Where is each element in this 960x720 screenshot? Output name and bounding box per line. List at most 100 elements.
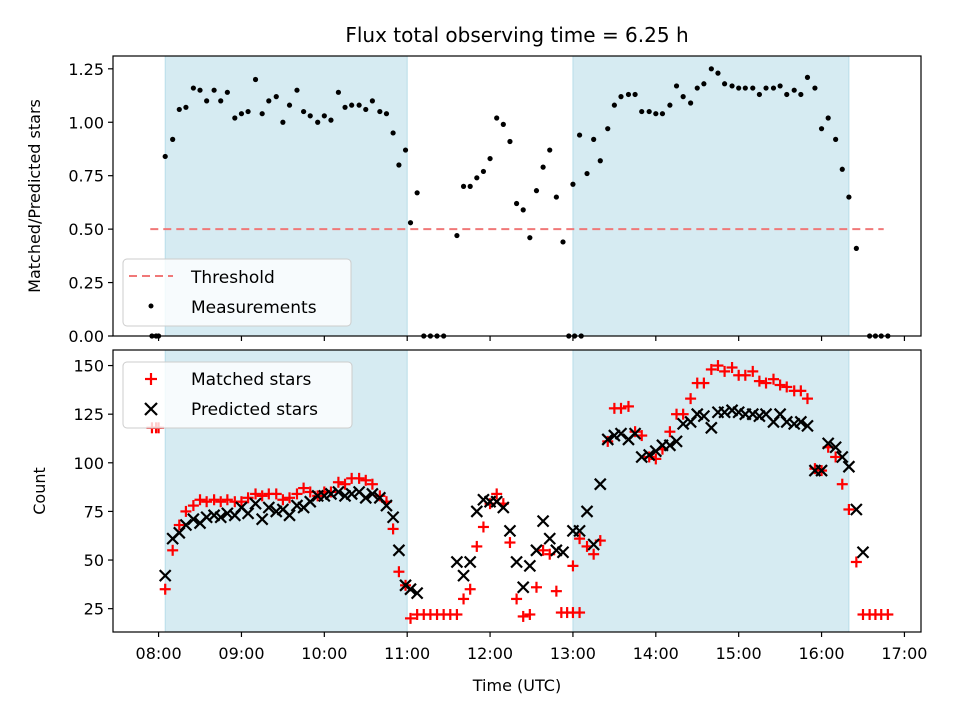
matched-star-point	[622, 400, 634, 412]
predicted-star-point	[332, 485, 345, 499]
x-axis-ticks-top	[157, 336, 906, 341]
legend-top: Threshold Measurements	[122, 258, 352, 327]
measurement-point	[176, 106, 182, 113]
y-tick-label: 125	[73, 405, 104, 424]
predicted-star-point	[556, 545, 570, 559]
matched-star-point	[374, 490, 386, 502]
matched-star-point	[159, 583, 171, 595]
measurement-point	[736, 85, 742, 91]
y-tick-label: 50	[84, 551, 104, 570]
x-axis-ticks-bottom: 08:00 09:00 10:00 11:00 12:00 13:00 14:00 15:00…	[136, 632, 927, 663]
predicted-star-point	[821, 437, 835, 450]
measurement-point	[818, 126, 825, 132]
legend-predicted-swatch	[144, 402, 158, 416]
matched-star-point	[167, 544, 179, 556]
measurement-point	[540, 164, 546, 170]
matched-star-point	[180, 505, 192, 517]
measurement-point	[646, 108, 652, 115]
x-tick-label: 17:00	[881, 644, 927, 663]
predicted-star-point	[530, 544, 543, 557]
x-tick-label: 13:00	[550, 644, 596, 663]
measurement-point	[763, 85, 769, 91]
predicted-star-point	[386, 510, 400, 524]
measurement-point	[454, 232, 460, 239]
predicted-star-point	[850, 503, 863, 516]
measurement-point	[756, 91, 763, 98]
legend-matched-swatch	[145, 373, 157, 385]
measurement-point	[694, 85, 700, 91]
matched-star-point	[588, 548, 600, 560]
predicted-star-point	[601, 433, 615, 446]
measurement-point	[853, 245, 859, 251]
measurement-point	[750, 85, 756, 91]
matched-star-point	[284, 492, 296, 504]
legend-predicted-label: Predicted stars	[191, 400, 318, 420]
matched-star-point	[235, 496, 247, 508]
measurement-point	[480, 168, 487, 175]
matched-star-point	[836, 478, 848, 490]
predicted-star-point	[221, 507, 234, 520]
y-axis-label-top: Matched/Predicted stars	[25, 99, 44, 293]
matched-star-point	[719, 365, 731, 377]
y-tick-label: 0.25	[68, 274, 104, 293]
measurement-point	[721, 81, 728, 87]
measurement-point	[560, 239, 566, 245]
matched-star-point	[726, 362, 738, 374]
matched-star-point	[511, 593, 523, 605]
measurement-point	[301, 108, 307, 115]
matched-star-point	[795, 385, 807, 397]
predicted-star-point	[794, 415, 808, 429]
matched-star-point	[677, 408, 689, 420]
matched-star-point	[664, 426, 676, 438]
matched-star-point	[387, 523, 399, 535]
legend-threshold-label: Threshold	[190, 268, 275, 288]
measurement-point	[846, 194, 852, 200]
predicted-star-point	[780, 415, 794, 429]
matched-star-point	[574, 533, 586, 545]
predicted-star-point	[262, 501, 276, 514]
matched-star-point	[517, 610, 529, 622]
measurement-point	[356, 102, 362, 108]
ratio-panel: 0.00 0.25 0.50 0.75 1.00 1.25 Matched/Predict…	[25, 55, 922, 346]
matched-star-point	[477, 521, 489, 533]
measurement-point	[224, 89, 230, 95]
matched-star-point	[567, 560, 579, 572]
matched-star-point	[332, 476, 344, 488]
predicted-star-point	[635, 450, 648, 464]
predicted-star-point	[614, 427, 628, 440]
measurement-point	[467, 183, 473, 189]
measurement-point	[494, 115, 500, 121]
measurement-point	[804, 74, 811, 80]
measurement-point	[547, 147, 553, 153]
measurement-point	[639, 108, 645, 115]
y-tick-label: 75	[84, 502, 104, 521]
matched-star-point	[753, 375, 765, 387]
matched-star-point	[830, 451, 842, 463]
predicted-star-point	[697, 409, 711, 423]
measurement-point	[238, 111, 245, 117]
y-tick-label: 100	[73, 454, 104, 473]
matched-star-point	[256, 490, 268, 502]
predicted-stars-series	[158, 404, 870, 600]
x-tick-label: 10:00	[301, 644, 347, 663]
matched-star-point	[221, 494, 233, 506]
matched-star-point	[774, 379, 786, 391]
matched-star-point	[173, 519, 185, 531]
matched-star-point	[801, 393, 813, 405]
measurement-point	[328, 117, 334, 123]
x-tick-label: 14:00	[633, 644, 679, 663]
matched-star-point	[270, 488, 282, 500]
measurement-point	[349, 102, 355, 108]
predicted-star-point	[303, 495, 317, 508]
measurement-point	[784, 91, 790, 98]
matched-star-point	[353, 472, 365, 484]
measurement-point	[190, 85, 196, 91]
matched-star-point	[405, 612, 417, 624]
measurement-point	[605, 126, 611, 132]
measurement-point	[383, 111, 390, 117]
matched-star-point	[760, 377, 772, 389]
measurement-point	[307, 113, 313, 119]
predicted-star-point	[543, 532, 557, 545]
predicted-star-point	[200, 510, 213, 524]
y-axis-ticks-top: 0.00 0.25 0.50 0.75 1.00 1.25	[68, 60, 113, 346]
